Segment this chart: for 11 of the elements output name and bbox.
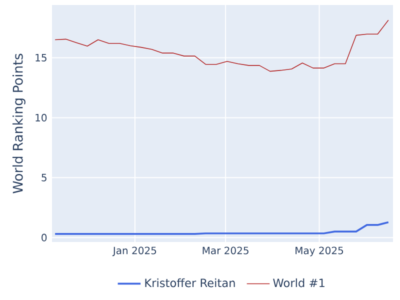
y-tick-label: 10: [36, 114, 47, 122]
x-tick-label: Jan 2025: [112, 246, 156, 256]
y-tick-label: 0: [42, 234, 47, 242]
legend-label: Kristoffer Reitan: [145, 278, 235, 288]
y-tick-label: 15: [36, 54, 46, 62]
legend-label: World #1: [273, 278, 324, 288]
line-series: [54, 20, 389, 72]
x-tick-label: May 2025: [296, 246, 344, 256]
y-tick-label: 5: [42, 174, 46, 182]
y-axis-title: World Ranking Points: [12, 54, 26, 194]
x-tick-label: Mar 2025: [202, 246, 248, 254]
